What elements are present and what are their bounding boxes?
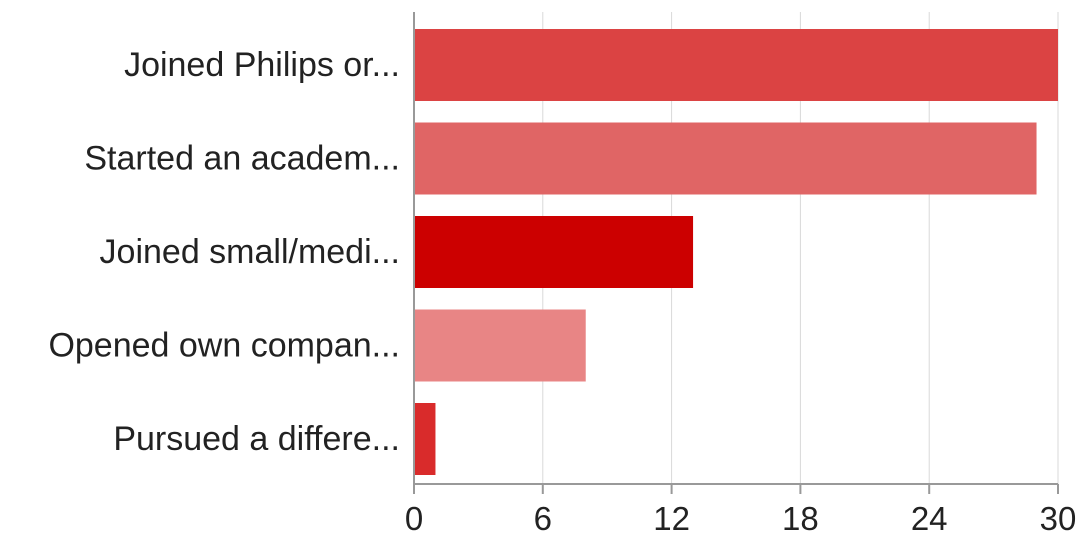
category-label: Joined Philips or...: [124, 46, 400, 84]
axes: [413, 12, 1059, 494]
category-label: Opened own compan...: [48, 327, 400, 365]
bar: [415, 29, 1058, 101]
category-labels: Joined Philips or... Started an academ...…: [48, 46, 400, 458]
bar: [415, 216, 694, 288]
bar: [415, 309, 586, 382]
bar: [415, 122, 1037, 195]
x-tick-label: 0: [405, 500, 423, 533]
category-label: Pursued a differe...: [113, 420, 400, 458]
x-tick-label: 6: [534, 500, 552, 533]
bars: [415, 29, 1058, 475]
x-tick-label: 30: [1040, 500, 1077, 533]
x-tick-label: 18: [782, 500, 819, 533]
bar: [415, 403, 436, 475]
category-label: Started an academ...: [84, 140, 400, 178]
x-tick-label: 12: [653, 500, 690, 533]
x-tick-label: 24: [911, 500, 948, 533]
x-tick-labels: 0 6 12 18 24 30: [405, 500, 1077, 533]
category-label: Joined small/medi...: [100, 233, 400, 271]
